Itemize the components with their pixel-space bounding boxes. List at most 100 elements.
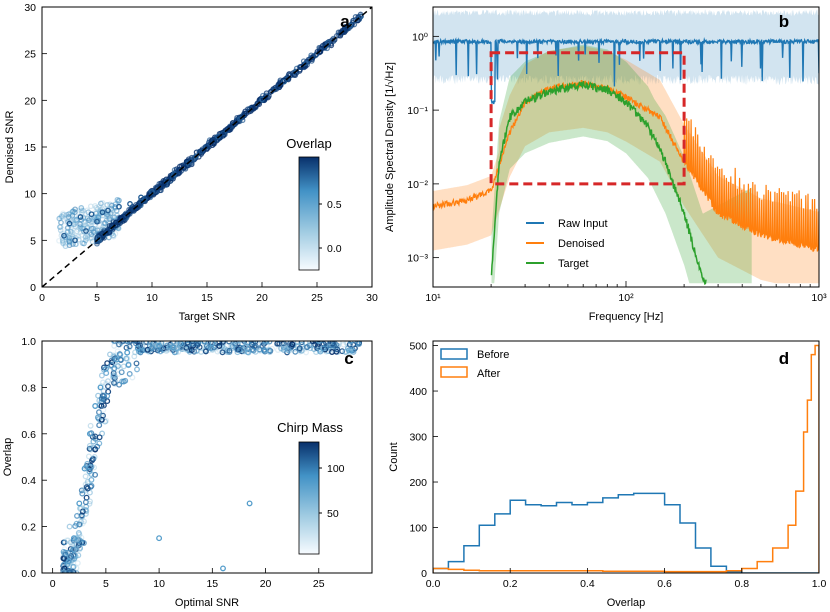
panel-d-ylabel: Count bbox=[388, 442, 400, 471]
panel-a-point bbox=[60, 226, 66, 233]
panel-c-sample-point bbox=[113, 356, 120, 363]
panel-c-sample-point bbox=[81, 465, 88, 472]
panel-a-point bbox=[81, 240, 87, 247]
panel-d-ytick-label: 400 bbox=[409, 386, 427, 398]
panel-c-ticks: 0 5 10 15 20 25 0.0 0.2 0.4 0.6 0.8 1.0 bbox=[21, 336, 324, 590]
panel-c-point bbox=[117, 364, 123, 371]
legend-before-swatch bbox=[440, 348, 468, 360]
legend-raw-label: Raw Input bbox=[558, 218, 608, 230]
panel-c-point bbox=[335, 341, 342, 346]
panel-c-point bbox=[123, 355, 130, 362]
panel-a-point bbox=[60, 241, 67, 247]
panel-c-point bbox=[79, 490, 86, 497]
panel-c-point bbox=[87, 498, 93, 505]
panel-a-point bbox=[104, 202, 110, 208]
panel-a-point bbox=[78, 205, 85, 211]
panel-c-point bbox=[90, 438, 97, 445]
panel-d-frame bbox=[432, 340, 820, 574]
panel-a-sample-point bbox=[77, 214, 84, 220]
panel-a-point bbox=[102, 220, 108, 226]
panel-a-point bbox=[340, 28, 346, 35]
panel-c-point bbox=[329, 349, 335, 355]
panel-a-colorbar bbox=[298, 156, 320, 271]
panel-c-point bbox=[348, 344, 355, 351]
panel-a-point bbox=[88, 225, 95, 232]
panel-a-xtick-label: 20 bbox=[256, 292, 268, 304]
panel-c-sample-point bbox=[65, 558, 72, 565]
panel-b-ytick-label: 10⁻² bbox=[407, 179, 428, 191]
panel-a-point bbox=[160, 178, 167, 184]
panel-a-ytick-label: 20 bbox=[24, 95, 36, 107]
panel-a-point bbox=[105, 213, 112, 219]
panel-d-legend: Before After bbox=[440, 348, 509, 380]
panel-c-point bbox=[69, 570, 76, 573]
panel-a-point bbox=[92, 209, 99, 215]
panel-a-point bbox=[210, 137, 217, 144]
panel-c-scatter-points bbox=[60, 341, 363, 573]
panel-c-ytick-label: 0.2 bbox=[21, 522, 36, 534]
panel-c-point bbox=[170, 344, 176, 351]
panel-c-point bbox=[202, 348, 209, 355]
panel-c-point bbox=[129, 374, 136, 381]
panel-c-point bbox=[355, 341, 362, 348]
panel-a-ylabel: Denoised SNR bbox=[4, 111, 16, 184]
panel-d-xtick-label: 0.8 bbox=[734, 578, 749, 590]
panel-c-point bbox=[70, 541, 77, 548]
panel-c-sample-point bbox=[134, 345, 141, 351]
panel-c-point bbox=[116, 381, 123, 388]
panel-a-point bbox=[86, 221, 92, 227]
legend-after-label: After bbox=[477, 368, 501, 380]
panel-b-raw-input-line bbox=[433, 37, 819, 105]
panel-c-point bbox=[342, 348, 349, 355]
panel-a-sample-point bbox=[72, 237, 78, 244]
panel-c-point bbox=[316, 346, 323, 353]
panel-a-point bbox=[60, 240, 66, 246]
panel-a-point bbox=[66, 211, 72, 217]
panel-a-point bbox=[84, 207, 91, 214]
panel-a-point bbox=[69, 231, 75, 238]
panel-c-xtick-label: 25 bbox=[313, 578, 325, 590]
panel-d-ticks: 0.0 0.2 0.4 0.6 0.8 1.0 0 100 200 300 400 500 bbox=[409, 341, 826, 590]
panel-a-point bbox=[95, 225, 102, 232]
panel-c-point bbox=[63, 537, 70, 544]
panel-c-point bbox=[311, 346, 317, 353]
panel-c-point bbox=[261, 347, 268, 354]
panel-a-identity-line bbox=[42, 7, 372, 287]
panel-a-point bbox=[92, 227, 98, 233]
panel-c-point bbox=[100, 402, 107, 409]
panel-c-ytick-label: 0.4 bbox=[21, 475, 36, 487]
panel-c-point bbox=[126, 344, 133, 351]
panel-a-point bbox=[112, 222, 119, 229]
panel-c-point bbox=[173, 349, 179, 356]
panel-c-point bbox=[88, 471, 95, 478]
panel-c-sample-point bbox=[102, 365, 109, 372]
panel-a-point bbox=[111, 214, 118, 221]
panel-c-sample-point bbox=[209, 341, 216, 347]
panel-c-point bbox=[157, 348, 164, 355]
panel-c-point bbox=[166, 344, 173, 351]
panel-c-point bbox=[110, 372, 117, 379]
panel-a-point bbox=[70, 208, 77, 214]
panel-c-point bbox=[125, 362, 132, 369]
panel-c-point bbox=[284, 341, 291, 346]
panel-a-point bbox=[66, 238, 72, 245]
panel-c-point bbox=[148, 344, 155, 351]
panel-c-point bbox=[143, 341, 149, 345]
panel-a-ytick-label: 10 bbox=[24, 189, 36, 201]
panel-b-ytick-label: 10⁻³ bbox=[407, 253, 428, 265]
panel-c-point bbox=[95, 413, 102, 420]
panel-a-point bbox=[88, 234, 95, 241]
panel-c-point bbox=[266, 349, 273, 356]
panel-c-point bbox=[111, 342, 118, 349]
panel-b-ticks: 10¹ 10² 10³ 10⁻³ 10⁻² 10⁻¹ 10⁰ bbox=[407, 31, 827, 304]
panel-c-point bbox=[75, 530, 82, 536]
panel-a-point bbox=[92, 203, 98, 209]
panel-a-colorbar-label: Overlap bbox=[286, 136, 332, 151]
panel-a-point bbox=[328, 42, 335, 49]
panel-a-sample-point bbox=[66, 220, 73, 227]
panel-c-frame bbox=[41, 340, 373, 574]
panel-a-point bbox=[274, 84, 281, 91]
panel-c-point bbox=[155, 341, 162, 345]
panel-a-point bbox=[313, 52, 319, 58]
panel-c-point bbox=[118, 341, 125, 346]
